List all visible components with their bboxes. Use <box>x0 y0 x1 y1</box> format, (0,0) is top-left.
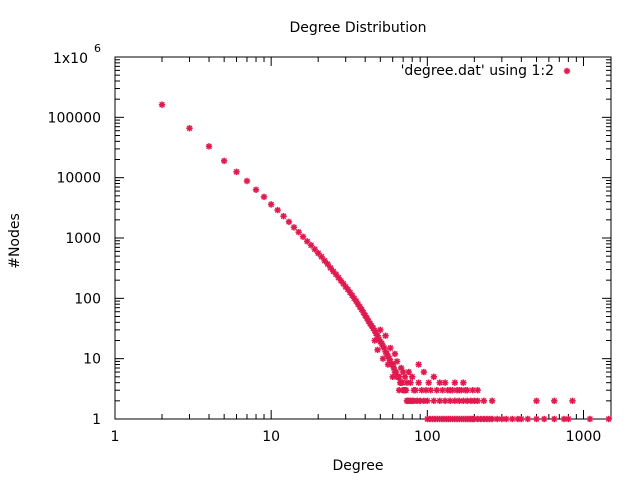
data-point <box>420 368 428 376</box>
data-point <box>424 397 431 405</box>
data-point <box>307 241 315 249</box>
data-point <box>377 326 384 334</box>
plot-frame <box>114 56 612 420</box>
data-point <box>425 379 432 386</box>
data-points <box>158 101 612 423</box>
data-point <box>480 397 488 405</box>
data-point <box>509 415 516 423</box>
data-point <box>389 373 396 381</box>
data-point <box>371 337 378 344</box>
data-point <box>518 415 525 423</box>
data-point <box>415 379 422 386</box>
y-tick-label: 1000 <box>65 231 101 247</box>
data-point <box>565 415 572 423</box>
y-top-tick-mantissa: 1x10 <box>53 51 88 67</box>
data-point <box>274 206 281 214</box>
data-point <box>460 379 467 386</box>
data-point <box>374 346 381 354</box>
data-point <box>463 387 471 394</box>
data-point <box>474 397 481 405</box>
data-point <box>533 397 540 405</box>
data-point <box>393 358 401 365</box>
y-tick-label: 100 <box>74 291 101 307</box>
data-point <box>158 101 166 108</box>
data-point <box>243 177 251 185</box>
data-point <box>441 379 449 386</box>
data-point <box>186 125 193 132</box>
data-point <box>524 415 532 423</box>
data-point <box>551 397 558 405</box>
y-tick-label: 1 <box>92 412 101 428</box>
data-point <box>586 415 594 423</box>
data-point <box>436 379 443 386</box>
data-point <box>503 415 510 423</box>
x-ticks: 1 10 100 1000 <box>111 57 602 445</box>
data-point <box>474 387 481 394</box>
data-point <box>488 415 496 423</box>
data-point <box>407 379 414 386</box>
data-point <box>267 201 275 208</box>
data-point <box>436 397 443 405</box>
x-tick-label: 1 <box>111 429 120 445</box>
x-tick-label: 10 <box>262 429 280 445</box>
y-tick-label: 10 <box>83 352 101 368</box>
y-top-tick-exponent: 6 <box>94 42 101 55</box>
data-point <box>395 373 403 381</box>
data-point <box>252 186 260 193</box>
legend: 'degree.dat' using 1:2 <box>401 63 571 79</box>
data-point <box>427 387 434 394</box>
data-point <box>280 212 287 220</box>
data-point <box>446 397 454 405</box>
data-point <box>551 415 558 423</box>
data-point <box>415 361 422 368</box>
x-axis-label: Degree <box>333 458 384 474</box>
data-point <box>379 355 387 362</box>
data-point <box>391 350 399 358</box>
data-point <box>332 271 340 278</box>
chart-title: Degree Distribution <box>289 20 426 36</box>
data-point <box>405 368 412 376</box>
data-point <box>430 397 437 405</box>
data-point <box>540 415 548 423</box>
data-point <box>382 332 389 339</box>
data-point <box>290 224 298 231</box>
legend-label: 'degree.dat' using 1:2 <box>401 63 554 79</box>
y-axis-label: #Nodes <box>7 213 23 269</box>
data-point <box>408 373 416 381</box>
data-point <box>402 387 410 394</box>
data-point <box>412 387 419 394</box>
data-point <box>441 397 449 405</box>
legend-marker <box>563 67 571 75</box>
data-point <box>205 143 213 150</box>
data-point <box>456 387 463 394</box>
data-point <box>569 397 576 405</box>
data-point <box>220 157 228 165</box>
y-tick-label: 100000 <box>48 110 101 126</box>
data-point <box>395 387 403 394</box>
x-tick-label: 1000 <box>566 429 602 445</box>
x-tick-label: 100 <box>414 429 441 445</box>
y-top-tick-label: 1x10 6 <box>53 42 101 67</box>
data-point <box>451 379 459 386</box>
data-point <box>533 415 540 423</box>
data-point <box>285 218 293 226</box>
data-point <box>430 373 437 381</box>
data-point <box>295 228 302 236</box>
data-point <box>387 344 394 352</box>
y-ticks: 1 10 100 1000 10000 100000 <box>48 56 611 428</box>
data-point <box>433 387 441 394</box>
data-point <box>384 361 392 368</box>
data-point <box>446 387 454 394</box>
legend-star-marker <box>563 67 571 75</box>
data-point <box>233 168 240 176</box>
y-tick-label: 10000 <box>56 171 101 187</box>
data-point <box>401 373 409 381</box>
data-point <box>299 233 307 240</box>
data-point <box>488 397 496 405</box>
data-point <box>260 193 268 201</box>
data-point <box>605 415 612 423</box>
